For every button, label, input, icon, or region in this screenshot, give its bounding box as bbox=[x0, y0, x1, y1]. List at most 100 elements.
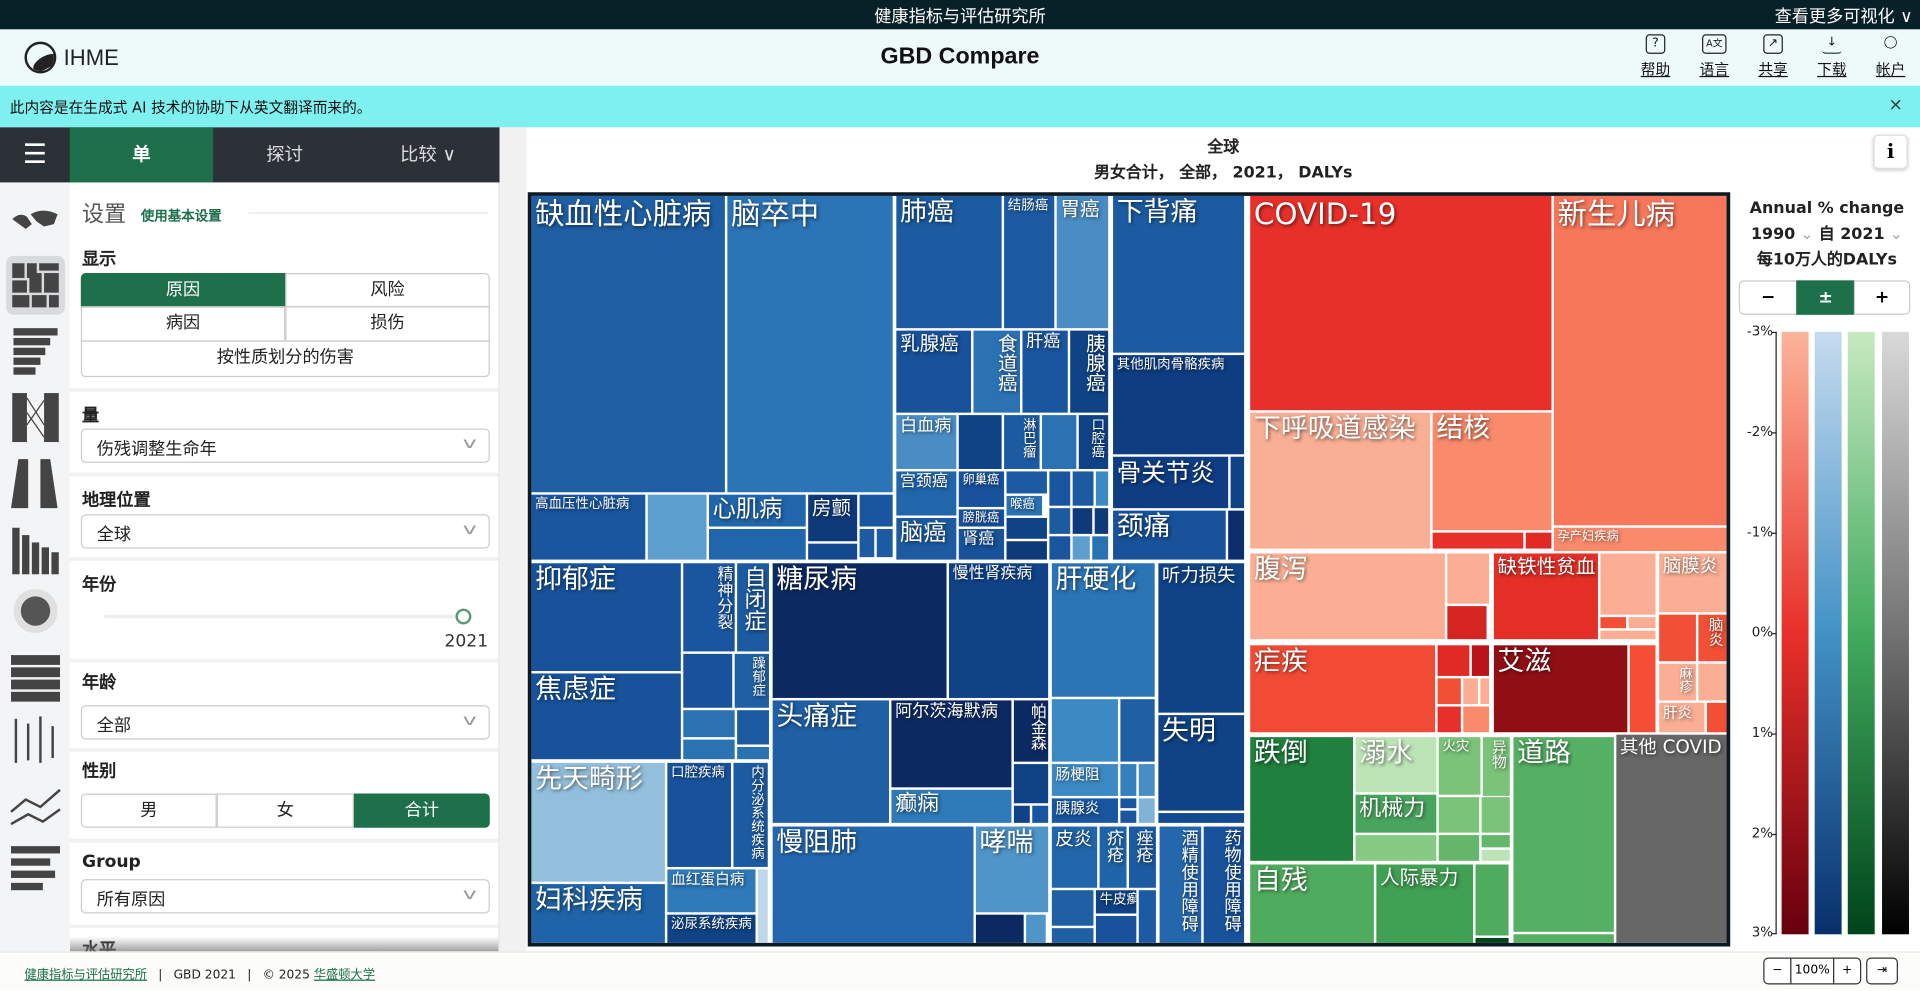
treemap-cell[interactable]: 心肌病 bbox=[708, 494, 806, 527]
treemap-cell-unlabeled[interactable] bbox=[1120, 798, 1137, 809]
treemap-cell-unlabeled[interactable] bbox=[1513, 934, 1614, 943]
tab-explore[interactable]: 探讨 bbox=[266, 143, 304, 166]
treemap-cell-unlabeled[interactable] bbox=[1438, 797, 1480, 833]
treemap-cell-unlabeled[interactable] bbox=[1600, 617, 1627, 629]
tab-compare[interactable]: 比较 ∨ bbox=[399, 143, 456, 166]
footer-org-link[interactable]: 健康指标与评估研究所 bbox=[24, 968, 147, 983]
treemap-cell-unlabeled[interactable] bbox=[1437, 645, 1470, 676]
treemap-cell-unlabeled[interactable] bbox=[757, 869, 768, 943]
chevron-down-icon[interactable]: ⌄ bbox=[1795, 225, 1819, 244]
treemap-cell[interactable]: 缺血性心脏病 bbox=[531, 195, 725, 493]
treemap-cell[interactable]: 卵巢癌 bbox=[958, 471, 1005, 507]
treemap-cell[interactable]: 痤疮 bbox=[1128, 826, 1156, 888]
age-select[interactable]: 全部 v bbox=[80, 705, 490, 740]
stacked-bar-icon[interactable] bbox=[6, 520, 65, 579]
treemap-cell-unlabeled[interactable] bbox=[1072, 508, 1093, 534]
treemap-cell-unlabeled[interactable] bbox=[1481, 849, 1510, 861]
both-filter-button[interactable]: ± bbox=[1796, 280, 1856, 315]
treemap-cell-unlabeled[interactable] bbox=[1447, 606, 1487, 640]
treemap-cell[interactable]: 腹泻 bbox=[1250, 553, 1445, 640]
decrease-filter-button[interactable]: − bbox=[1738, 280, 1798, 315]
treemap-cell[interactable]: 人际暴力 bbox=[1376, 864, 1474, 943]
display-risk[interactable]: 风险 bbox=[285, 273, 490, 308]
tab-single[interactable]: 单 bbox=[69, 127, 214, 183]
treemap-cell[interactable]: 慢阻肺 bbox=[772, 826, 974, 943]
treemap-cell[interactable]: 疟疾 bbox=[1250, 645, 1436, 733]
treemap-cell-unlabeled[interactable] bbox=[1230, 456, 1245, 509]
treemap-cell[interactable]: 脑卒中 bbox=[727, 195, 893, 493]
treemap-cell-unlabeled[interactable] bbox=[1072, 536, 1090, 560]
language-button[interactable]: A文 语言 bbox=[1693, 34, 1735, 79]
treemap-cell[interactable]: 肝炎 bbox=[1659, 702, 1705, 733]
close-icon[interactable]: × bbox=[1888, 95, 1903, 116]
treemap-cell-unlabeled[interactable] bbox=[1432, 532, 1524, 549]
pyramid-chart-icon[interactable] bbox=[6, 454, 65, 513]
treemap-chart-icon[interactable] bbox=[6, 255, 65, 315]
share-button[interactable]: ↗ 共享 bbox=[1752, 34, 1794, 79]
org-name[interactable]: 健康指标与评估研究所 bbox=[874, 7, 1046, 27]
treemap-cell[interactable]: 肾癌 bbox=[958, 528, 1005, 560]
treemap-cell-unlabeled[interactable] bbox=[1049, 508, 1071, 534]
treemap-cell[interactable]: 糖尿病 bbox=[772, 563, 947, 698]
treemap-cell-unlabeled[interactable] bbox=[708, 528, 806, 560]
treemap-cell[interactable]: 脑膜炎 bbox=[1659, 553, 1727, 613]
treemap-cell[interactable]: 抑郁症 bbox=[531, 563, 681, 672]
treemap-cell[interactable]: 结核 bbox=[1432, 412, 1552, 531]
treemap-cell[interactable]: 麻疹 bbox=[1659, 663, 1696, 701]
treemap-cell[interactable]: 妇科疾病 bbox=[531, 884, 665, 943]
treemap-cell[interactable]: 牛皮癣 bbox=[1095, 890, 1137, 914]
treemap-cell-unlabeled[interactable] bbox=[1013, 805, 1030, 823]
uncertainty-chart-icon[interactable] bbox=[6, 711, 65, 770]
zoom-out-button[interactable]: − bbox=[1763, 957, 1792, 985]
treemap-cell-unlabeled[interactable] bbox=[1094, 508, 1109, 534]
treemap-cell[interactable]: 肺癌 bbox=[896, 195, 1002, 329]
treemap-cell-unlabeled[interactable] bbox=[1447, 553, 1489, 604]
line-chart-icon[interactable] bbox=[6, 775, 65, 834]
treemap-cell-unlabeled[interactable] bbox=[737, 746, 769, 760]
treemap-cell[interactable]: 听力损失 bbox=[1158, 563, 1245, 713]
treemap-cell-unlabeled[interactable] bbox=[1138, 890, 1156, 943]
treemap-cell[interactable]: 帕金森 bbox=[1013, 700, 1049, 762]
treemap-cell[interactable]: 口腔癌 bbox=[1078, 415, 1109, 469]
footer-university-link[interactable]: 华盛顿大学 bbox=[313, 968, 376, 983]
treemap-cell-unlabeled[interactable] bbox=[958, 415, 1002, 469]
treemap-cell[interactable]: COVID-19 bbox=[1250, 195, 1552, 411]
sex-both[interactable]: 合计 bbox=[353, 793, 490, 828]
treemap-cell-unlabeled[interactable] bbox=[1475, 937, 1509, 943]
bar-chart-icon[interactable] bbox=[6, 836, 65, 895]
download-button[interactable]: ↓ 下载 bbox=[1811, 34, 1853, 79]
zoom-in-button[interactable]: + bbox=[1833, 957, 1862, 985]
location-select[interactable]: 全球 v bbox=[80, 514, 490, 549]
increase-filter-button[interactable]: + bbox=[1853, 280, 1911, 315]
pie-chart-icon[interactable] bbox=[6, 582, 65, 641]
treemap-cell-unlabeled[interactable] bbox=[808, 543, 858, 560]
treemap-cell[interactable]: 阿尔茨海默病 bbox=[891, 700, 1012, 788]
treemap-cell[interactable]: 膀胱癌 bbox=[958, 509, 1005, 527]
measure-select[interactable]: 伤残调整生命年 v bbox=[80, 428, 490, 463]
to-year-select[interactable]: 2021 bbox=[1840, 225, 1885, 244]
treemap-cell[interactable]: 皮炎 bbox=[1051, 826, 1098, 888]
display-cause[interactable]: 原因 bbox=[80, 273, 286, 308]
treemap-cell[interactable]: 缺铁性贫血 bbox=[1493, 553, 1598, 640]
treemap-cell-unlabeled[interactable] bbox=[1092, 536, 1109, 560]
treemap-cell-unlabeled[interactable] bbox=[1600, 630, 1656, 640]
treemap-cell-unlabeled[interactable] bbox=[1698, 663, 1727, 701]
treemap-cell[interactable]: 其他 COVID bbox=[1616, 734, 1727, 943]
treemap-cell[interactable]: 血红蛋白病 bbox=[667, 869, 756, 913]
treemap-cell-unlabeled[interactable] bbox=[1051, 890, 1094, 926]
treemap-cell[interactable]: 口腔疾病 bbox=[667, 762, 732, 867]
treemap-cell[interactable]: 食道癌 bbox=[973, 330, 1021, 413]
fullscreen-button[interactable]: ⇥ bbox=[1866, 957, 1898, 985]
treemap-cell-unlabeled[interactable] bbox=[683, 710, 735, 738]
treemap-cell-unlabeled[interactable] bbox=[1481, 835, 1510, 848]
treemap-cell-unlabeled[interactable] bbox=[1006, 541, 1047, 560]
treemap-cell-unlabeled[interactable] bbox=[1013, 764, 1049, 804]
treemap-cell[interactable]: 溺水 bbox=[1355, 737, 1437, 793]
treemap-cell[interactable]: 躁郁症 bbox=[734, 653, 769, 708]
treemap-cell-unlabeled[interactable] bbox=[1006, 517, 1047, 539]
rank-flow-icon[interactable] bbox=[6, 388, 65, 447]
treemap-cell[interactable]: 自残 bbox=[1250, 864, 1374, 943]
treemap-cell[interactable]: 机械力 bbox=[1355, 794, 1437, 833]
treemap-cell-unlabeled[interactable] bbox=[1158, 813, 1245, 823]
treemap-cell[interactable]: 癫痫 bbox=[891, 789, 1012, 823]
